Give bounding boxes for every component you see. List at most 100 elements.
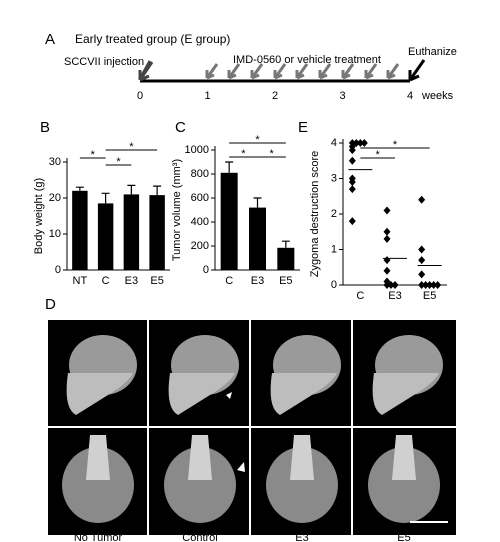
skull bbox=[270, 373, 337, 415]
dot bbox=[434, 281, 442, 289]
dot bbox=[348, 217, 356, 226]
x-tick-label: C bbox=[102, 275, 110, 287]
skull bbox=[62, 447, 134, 523]
y-tick-label: 3 bbox=[331, 172, 337, 184]
x-tick-label: E3 bbox=[388, 290, 401, 302]
timeline-tick: 4 bbox=[407, 90, 413, 102]
image-caption: Control bbox=[182, 532, 217, 542]
y-axis-label: Tumor volume (mm³) bbox=[171, 159, 183, 261]
end-label: Euthanize bbox=[408, 46, 457, 58]
y-tick-label: 200 bbox=[191, 240, 209, 252]
injection-label: SCCVII injection bbox=[64, 56, 144, 68]
dot bbox=[418, 195, 426, 204]
error-bar bbox=[127, 184, 136, 195]
treatment-arrows bbox=[205, 63, 400, 80]
dot bbox=[418, 270, 426, 279]
y-axis-label: Body weight (g) bbox=[33, 178, 45, 254]
dot bbox=[418, 245, 426, 254]
treatment-arrow bbox=[386, 63, 400, 80]
dot bbox=[418, 281, 426, 289]
skull bbox=[290, 435, 314, 480]
bar bbox=[220, 172, 238, 270]
y-tick-label: 600 bbox=[191, 192, 209, 204]
skull bbox=[372, 373, 439, 415]
y-tick-label: 0 bbox=[55, 264, 61, 276]
skull bbox=[368, 447, 440, 523]
x-tick-label: E5 bbox=[150, 275, 163, 287]
x-tick-label: C bbox=[225, 275, 233, 287]
bar bbox=[249, 207, 266, 270]
bar bbox=[149, 195, 165, 270]
y-tick-label: 10 bbox=[49, 228, 61, 240]
dot bbox=[430, 281, 438, 289]
skull bbox=[66, 373, 133, 415]
error-bar bbox=[75, 186, 84, 191]
skull bbox=[266, 447, 338, 523]
image-caption: E5 bbox=[397, 532, 410, 542]
bar bbox=[97, 203, 114, 270]
bar bbox=[277, 247, 295, 270]
treatment-arrow bbox=[273, 63, 287, 80]
arrowhead bbox=[226, 392, 232, 399]
significance-label: * bbox=[129, 141, 134, 153]
dot bbox=[383, 256, 391, 265]
significance-label: * bbox=[270, 148, 275, 160]
skull bbox=[168, 373, 235, 415]
treatment-arrow bbox=[295, 63, 309, 80]
dot bbox=[352, 139, 360, 147]
y-tick-label: 20 bbox=[49, 192, 61, 204]
y-tick-label: 30 bbox=[49, 156, 61, 168]
dot bbox=[348, 178, 356, 187]
panel-label: D bbox=[45, 296, 56, 313]
start-arrow bbox=[138, 61, 154, 82]
error-bar bbox=[225, 161, 234, 173]
y-tick-label: 4 bbox=[331, 137, 337, 149]
timeline-tick: 2 bbox=[272, 90, 278, 102]
significance-label: * bbox=[91, 149, 96, 161]
significance-label: * bbox=[393, 139, 398, 151]
panel-label: C bbox=[175, 119, 186, 136]
treatment-arrow bbox=[205, 63, 219, 80]
dot bbox=[426, 281, 434, 289]
end-arrow bbox=[408, 59, 426, 82]
dot bbox=[387, 281, 395, 289]
dot bbox=[348, 156, 356, 165]
timeline-title: Early treated group (E group) bbox=[75, 32, 230, 46]
x-tick-label: NT bbox=[73, 275, 88, 287]
unit-label: weeks bbox=[421, 90, 454, 102]
dot bbox=[383, 206, 391, 215]
dot bbox=[356, 139, 364, 147]
error-bar bbox=[101, 192, 110, 204]
dot bbox=[348, 185, 356, 194]
x-tick-label: E5 bbox=[279, 275, 292, 287]
treatment-arrow bbox=[341, 63, 355, 80]
error-bar bbox=[281, 240, 290, 248]
significance-label: * bbox=[116, 156, 121, 168]
y-tick-label: 400 bbox=[191, 216, 209, 228]
y-tick-label: 800 bbox=[191, 168, 209, 180]
x-tick-label: E5 bbox=[423, 290, 436, 302]
treatment-label: IMD-0560 or vehicle treatment bbox=[233, 54, 381, 66]
dot bbox=[348, 146, 356, 155]
y-tick-label: 0 bbox=[331, 279, 337, 291]
skull bbox=[86, 435, 110, 480]
y-axis-label: Zygoma destruction score bbox=[309, 151, 321, 278]
dot bbox=[391, 281, 399, 289]
significance-label: * bbox=[241, 148, 246, 160]
image-caption: E3 bbox=[295, 532, 308, 542]
dot bbox=[383, 266, 391, 275]
arrowhead bbox=[237, 462, 245, 472]
treatment-arrow bbox=[318, 63, 332, 80]
treatment-arrow bbox=[250, 63, 264, 80]
panel-label: E bbox=[298, 119, 308, 136]
axis bbox=[342, 139, 447, 286]
x-tick-label: C bbox=[356, 290, 364, 302]
skull bbox=[188, 435, 212, 480]
bar bbox=[72, 190, 88, 270]
significance-label: * bbox=[376, 149, 381, 161]
timeline-tick: 0 bbox=[137, 90, 143, 102]
timeline-tick: 1 bbox=[204, 90, 210, 102]
dot bbox=[383, 234, 391, 243]
y-tick-label: 1 bbox=[331, 243, 337, 255]
